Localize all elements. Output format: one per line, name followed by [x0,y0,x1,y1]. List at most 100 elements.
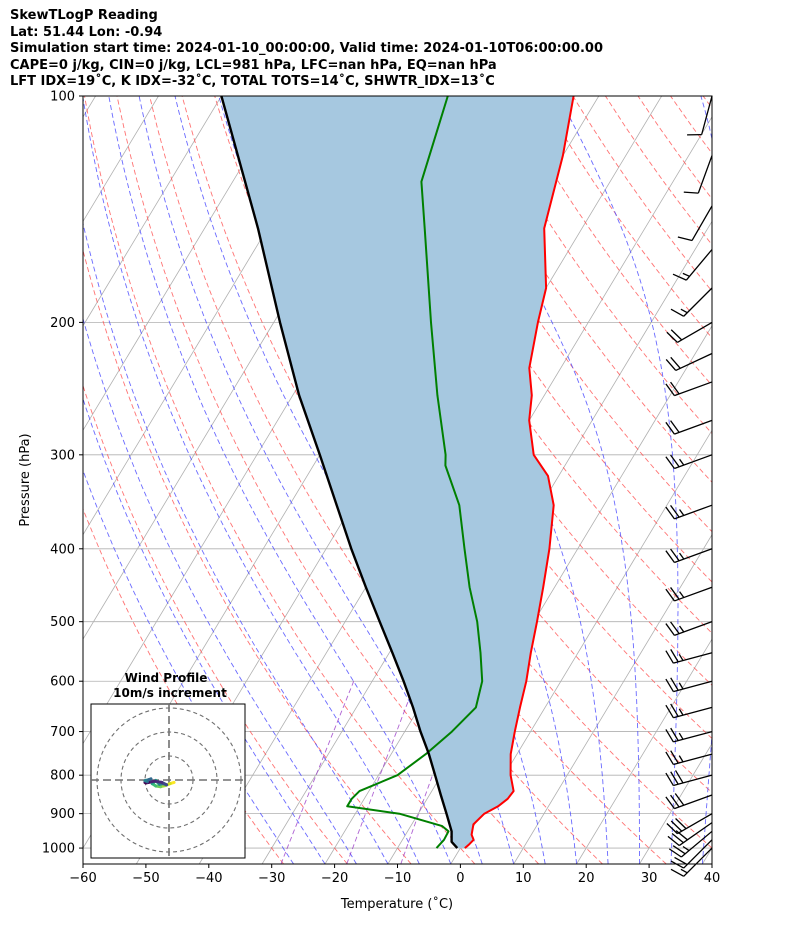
barb-feather [667,835,680,847]
dry-adiabat [702,96,712,109]
barb-staff [701,95,713,135]
barb-half-feather [678,682,684,690]
barb-feather [670,420,680,433]
x-tick-label: 0 [456,871,464,886]
barb-staff [683,287,713,317]
dry-adiabat [377,96,712,583]
y-tick-label: 1000 [42,842,75,857]
barb-staff [673,730,713,743]
barb-staff [683,839,713,869]
wind-barb [665,649,713,664]
dry-adiabat [442,96,712,483]
x-tick-label: 30 [641,871,658,886]
x-tick-label: −60 [69,871,96,886]
moist-adiabat [558,96,679,864]
indices-line-2: LFT IDX=19˚C, K IDX=-32˚C, TOTAL TOTS=14… [10,74,495,89]
barb-feather [665,623,675,636]
barb-feather [670,727,679,741]
barb-staff [685,249,713,281]
chart-title: SkewTLogP Reading [10,8,158,23]
wind-barb [670,839,713,869]
x-tick-label: −30 [258,871,285,886]
barb-staff [674,504,713,520]
wind-barb [665,677,713,693]
y-tick-label: 500 [50,615,75,630]
axes: Temperature (˚C) Pressure (hPa) −60 −50 −4… [18,90,720,913]
moist-adiabat [83,96,420,864]
y-tick-label: 900 [50,807,75,822]
barb-feather [665,772,674,786]
x-tick-label: −20 [321,871,348,886]
barb-feather [671,832,684,844]
barb-staff [683,847,713,877]
wind-barbs [665,95,713,877]
barb-half-feather [682,845,690,852]
x-tick-label: 40 [704,871,721,886]
barb-feather [670,677,679,691]
dry-adiabat [474,96,712,435]
barb-staff [674,454,713,470]
location-line: Lat: 51.44 Lon: -0.94 [10,24,163,40]
barb-half-feather [679,509,685,516]
isotherm-line [513,533,712,864]
temperature-line [464,96,575,849]
barb-feather [665,796,675,810]
barb-staff [674,621,713,636]
barb-feather [665,421,675,435]
parcel-line [220,96,459,849]
barb-half-feather [679,552,685,560]
barb-feather [665,359,677,371]
moist-adiabat [108,96,452,864]
barb-feather [672,845,686,855]
wind-barb [665,727,713,743]
barb-half-feather [679,458,685,466]
y-tick-label: 800 [50,769,75,784]
barb-feather [670,381,680,395]
barb-feather [670,703,679,717]
barb-half-feather [678,732,684,740]
barb-half-feather [678,755,684,763]
chart-header: SkewTLogP Reading Lat: 51.44 Lon: -0.94 … [10,8,603,91]
barb-feather [670,587,680,600]
wind-barb [672,249,713,281]
barb-staff [697,155,713,194]
dry-adiabat [83,384,348,864]
wind-barb [683,155,713,194]
x-tick-label: 10 [515,871,532,886]
barb-feather [670,868,685,877]
barb-half-feather [678,708,684,716]
barb-feather [670,860,685,869]
y-tick-label: 600 [50,675,75,690]
wind-barb [665,352,713,372]
barb-staff [673,652,713,664]
wind-barb [665,419,713,435]
barb-feather [670,504,680,518]
wind-barb [666,321,713,343]
wind-barb [665,770,713,787]
wind-barb [668,830,713,858]
x-tick-label: 20 [578,871,595,886]
moist-adiabat [734,96,794,864]
isotherm-line [324,220,712,864]
barb-half-feather [678,653,684,661]
time-line: Simulation start time: 2024-01-10_00:00:… [10,41,603,56]
barb-feather [670,649,679,663]
barb-feather [670,621,680,635]
barb-feather [670,548,680,562]
barb-staff [674,419,713,435]
wind-barb [666,813,713,835]
isotherm-line [450,429,712,864]
barb-feather [670,794,680,808]
wind-barb [670,847,713,877]
barb-half-feather [680,308,688,314]
dry-adiabat [736,96,794,864]
wind-barb [670,287,713,317]
barb-half-feather [682,272,690,277]
barb-feather [677,236,693,242]
barb-feather [665,751,674,765]
barb-half-feather [679,625,685,633]
hodograph-title: Wind Profile [125,671,208,685]
barb-feather [674,770,684,784]
hodograph-inset: Wind Profile 10m/s increment [90,671,246,859]
